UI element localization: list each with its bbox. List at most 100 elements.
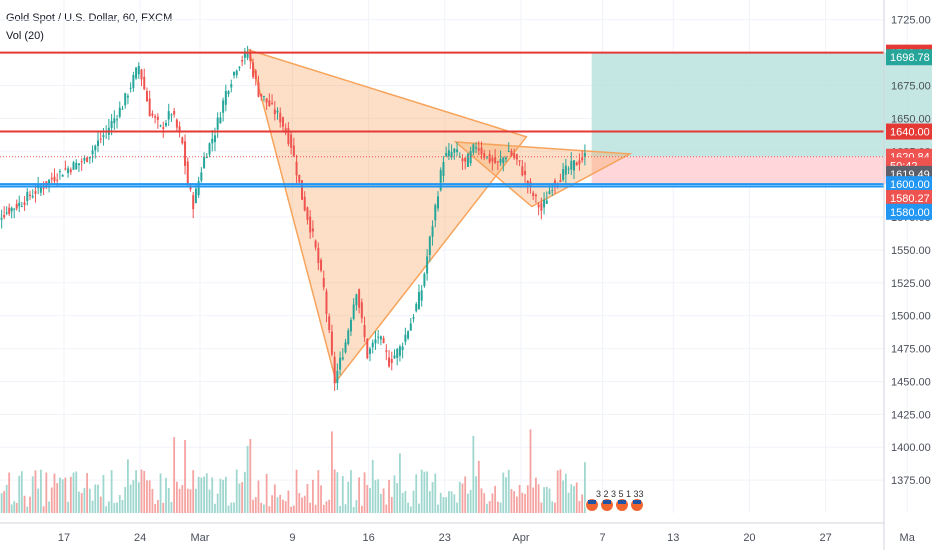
candle-body (151, 113, 154, 116)
candle-body (431, 226, 434, 237)
volume-bar (3, 491, 6, 513)
volume-bar (513, 491, 516, 513)
candle-body (80, 161, 83, 163)
event-markers[interactable] (585, 498, 644, 512)
candle-body (526, 180, 529, 185)
volume-bar (475, 476, 477, 513)
volume-bar (491, 493, 494, 513)
candle-body (464, 157, 467, 162)
flag-icon (588, 500, 596, 504)
candle-body (423, 273, 426, 287)
volume-bar (230, 502, 233, 513)
candle-body (143, 76, 146, 90)
volume-bar (42, 506, 45, 513)
candle-body (121, 108, 124, 110)
volume-bar (295, 469, 298, 513)
volume-bar (301, 497, 303, 513)
price-axis[interactable]: 1375.00 1400.00 1425.00 1450.00 1475.00 1500.… (891, 15, 931, 487)
price-tick-label: 1650.00 (891, 113, 931, 125)
volume-bar (48, 501, 50, 513)
volume-bar (154, 504, 157, 513)
volume-bar (570, 484, 573, 513)
price-badges: 1700.001698.781640.001620.8450:421619.49… (886, 44, 932, 220)
triangle-drawings[interactable] (247, 48, 633, 384)
candle-body (377, 336, 380, 338)
volume-bar (276, 497, 279, 513)
candle-body (537, 204, 540, 208)
volume-bar (238, 483, 241, 513)
volume-bar (78, 491, 80, 513)
candle-body (197, 181, 200, 196)
candle-body (249, 53, 252, 62)
candle-body (330, 331, 333, 355)
volume-bar (428, 491, 431, 513)
volume-bar (496, 501, 499, 513)
volume-bar (165, 477, 167, 513)
candle-body (132, 75, 135, 89)
volume-bar (442, 497, 445, 513)
volume-bar (458, 481, 461, 513)
candle-body (135, 67, 138, 79)
candle-body (192, 195, 195, 210)
candle-body (562, 169, 565, 180)
volume-bar (415, 474, 418, 513)
price-badge (886, 189, 932, 206)
price-tick-label: 1475.00 (891, 344, 931, 356)
volume-bar (434, 473, 437, 513)
volume-bar (146, 480, 148, 513)
candle-body (570, 160, 573, 170)
time-axis[interactable]: 17 24 Mar 9 16 23 Apr 7 13 20 27 Ma (58, 532, 916, 544)
candle-body (518, 160, 521, 162)
time-tick-label: 16 (363, 532, 375, 544)
volume-bar (461, 483, 464, 513)
volume-bar (273, 484, 276, 513)
candle-body (271, 102, 274, 104)
volume-bar (545, 486, 548, 513)
candle-body (50, 177, 53, 180)
volume-bar (377, 479, 380, 513)
volume-bar (439, 492, 442, 513)
volume-bar (347, 481, 350, 513)
volume-bar (83, 487, 86, 513)
horizontal-lines[interactable] (0, 51, 884, 188)
candle-body (317, 247, 320, 264)
volume-bar (505, 477, 507, 513)
candle-body (450, 152, 453, 158)
candle-body (469, 151, 472, 164)
volume-bar (581, 494, 584, 513)
volume-bar (241, 482, 244, 513)
volume-bar (67, 501, 69, 513)
candle-body (64, 168, 67, 170)
candle-body (341, 357, 344, 360)
candle-body (156, 116, 159, 121)
candle-body (118, 107, 121, 117)
volume-bar (423, 471, 426, 513)
candle-body (222, 100, 225, 113)
candle-body (110, 120, 113, 129)
volume-bar (265, 473, 268, 513)
candle-body (268, 100, 271, 107)
volume-bar (129, 484, 132, 513)
candle-body (219, 117, 222, 124)
volume-bar (10, 504, 13, 513)
triangle-pattern (453, 141, 633, 208)
volume-bar (249, 439, 252, 513)
candle-body (309, 216, 312, 233)
candle-body (573, 160, 575, 171)
candle-body (578, 160, 581, 165)
volume-bar (320, 485, 322, 513)
candle-body (252, 62, 255, 77)
volume-bar (39, 469, 42, 513)
candle-body (200, 172, 203, 181)
candle-body (238, 67, 241, 69)
candle-body (97, 140, 99, 147)
volume-bar (499, 502, 502, 513)
candle-body (564, 165, 567, 175)
volume-bar (385, 504, 388, 513)
volume-bar (116, 502, 118, 513)
candle-body (61, 174, 64, 177)
volume-bar (453, 494, 456, 513)
volume-bar (205, 473, 208, 513)
volume-bar (467, 493, 469, 513)
